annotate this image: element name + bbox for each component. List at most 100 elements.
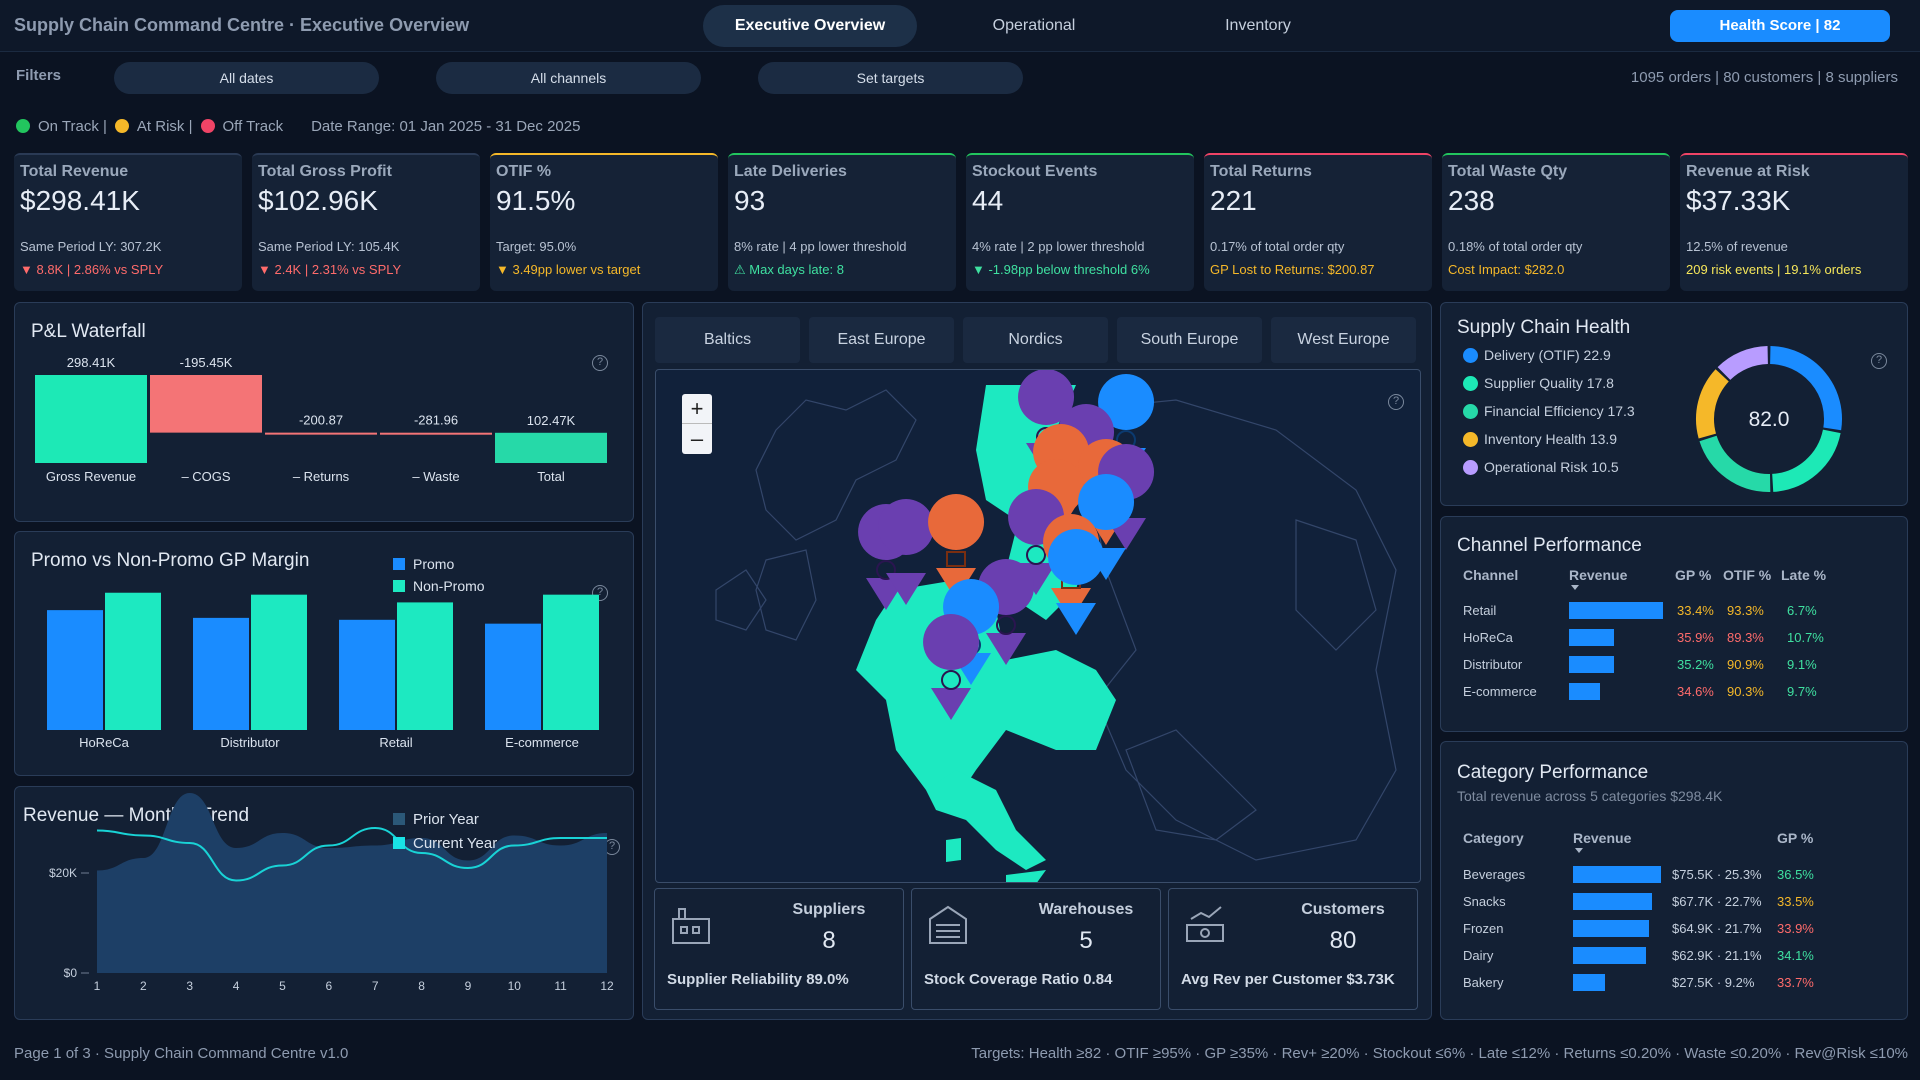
promo-bar[interactable] bbox=[485, 623, 541, 730]
category-performance-card: Category Performance Total revenue acros… bbox=[1440, 741, 1908, 1020]
col-header-cat-gp[interactable]: GP % bbox=[1777, 830, 1814, 846]
tab-inventory[interactable]: Inventory bbox=[1225, 17, 1291, 34]
promo-category-label: E-commerce bbox=[505, 735, 579, 750]
east-europe-outline bbox=[1075, 399, 1397, 861]
zoom-out-button[interactable]: – bbox=[690, 426, 704, 451]
channel-revenue-bar[interactable] bbox=[1569, 656, 1615, 673]
waterfall-value-label: -195.45K bbox=[180, 355, 233, 370]
warehouses-value: 5 bbox=[1079, 927, 1093, 954]
map-pins[interactable] bbox=[858, 370, 1155, 720]
col-header-revenue[interactable]: Revenue bbox=[1569, 567, 1628, 583]
col-header-late[interactable]: Late % bbox=[1781, 567, 1827, 583]
category-revenue-bar[interactable] bbox=[1573, 947, 1647, 964]
health-score-center: 82.0 bbox=[1749, 408, 1790, 431]
kpi-card[interactable]: Total Returns 221 0.17% of total order qty… bbox=[1204, 153, 1432, 291]
category-revenue-bar[interactable] bbox=[1573, 893, 1653, 910]
health-donut-segment[interactable] bbox=[1769, 346, 1842, 431]
promo-bar[interactable] bbox=[397, 602, 453, 730]
promo-bar[interactable] bbox=[339, 619, 395, 730]
set-targets-pill[interactable]: Set targets bbox=[758, 62, 1023, 94]
europe-map[interactable]: + – ? bbox=[655, 369, 1421, 883]
channel-revenue-bar[interactable] bbox=[1569, 602, 1663, 619]
health-legend-item[interactable]: Supplier Quality 17.8 bbox=[1463, 375, 1614, 391]
help-icon[interactable]: ? bbox=[592, 585, 608, 601]
trend-xtick-label: 11 bbox=[554, 979, 567, 993]
category-revenue-bar[interactable] bbox=[1573, 866, 1661, 883]
kpi-card[interactable]: OTIF % 91.5% Target: 95.0% ▼ 3.49pp lower v… bbox=[490, 153, 718, 291]
tab-operational[interactable]: Operational bbox=[992, 17, 1076, 34]
kpi-card[interactable]: Revenue at Risk $37.33K 12.5% of revenue 20… bbox=[1680, 153, 1908, 291]
kpi-value: 44 bbox=[972, 185, 1004, 216]
zoom-in-button[interactable]: + bbox=[682, 394, 712, 424]
region-tab-nordics[interactable]: Nordics bbox=[963, 317, 1108, 363]
ireland-outline bbox=[715, 569, 767, 631]
promo-bar[interactable] bbox=[193, 617, 249, 730]
waterfall-bar[interactable] bbox=[265, 432, 377, 435]
promo-bar[interactable] bbox=[251, 594, 307, 730]
kpi-title: Total Returns bbox=[1210, 163, 1312, 180]
help-icon[interactable]: ? bbox=[1871, 353, 1887, 369]
col-header-gp[interactable]: GP % bbox=[1675, 567, 1712, 583]
col-header-channel[interactable]: Channel bbox=[1463, 567, 1519, 583]
health-legend-item[interactable]: Operational Risk 10.5 bbox=[1463, 459, 1619, 475]
health-donut-segment[interactable] bbox=[1699, 435, 1771, 492]
waterfall-bar[interactable] bbox=[35, 375, 147, 463]
channel-revenue-bar[interactable] bbox=[1569, 683, 1601, 700]
sardinia-shape[interactable] bbox=[946, 838, 961, 862]
trend-xtick-label: 4 bbox=[233, 979, 240, 993]
tab-executive-overview[interactable]: Executive Overview bbox=[703, 5, 917, 47]
health-legend-item[interactable]: Delivery (OTIF) 22.9 bbox=[1463, 347, 1611, 363]
waterfall-bar[interactable] bbox=[495, 432, 607, 463]
category-revenue-label: $62.9K · 21.1% bbox=[1672, 948, 1762, 963]
promo-bar[interactable] bbox=[105, 592, 161, 730]
kpi-card[interactable]: Total Gross Profit $102.96K Same Period LY… bbox=[252, 153, 480, 291]
region-tab-east-europe[interactable]: East Europe bbox=[809, 317, 954, 363]
health-donut-segment[interactable] bbox=[1717, 346, 1769, 381]
kpi-value: 93 bbox=[734, 185, 766, 216]
uk-outline bbox=[755, 549, 817, 641]
health-donut-segment[interactable] bbox=[1771, 429, 1841, 492]
channel-revenue-bar[interactable] bbox=[1569, 629, 1615, 646]
waterfall-bar[interactable] bbox=[380, 432, 492, 435]
current-year-line[interactable] bbox=[96, 826, 607, 882]
help-icon[interactable]: ? bbox=[1388, 394, 1404, 410]
channel-gp: 35.2% bbox=[1677, 657, 1714, 672]
promo-bar[interactable] bbox=[47, 610, 103, 730]
health-donut-segment[interactable] bbox=[1696, 369, 1730, 439]
sicily-shape[interactable] bbox=[1006, 870, 1046, 883]
promo-legend-label: Non-Promo bbox=[413, 578, 485, 594]
help-icon[interactable]: ? bbox=[592, 355, 608, 371]
italy-shape[interactable] bbox=[926, 770, 1046, 870]
date-filter-pill[interactable]: All dates bbox=[114, 62, 379, 94]
col-header-cat-revenue[interactable]: Revenue bbox=[1573, 830, 1632, 846]
legend-swatch-icon bbox=[393, 837, 405, 849]
prior-year-area[interactable] bbox=[97, 793, 607, 973]
channel-filter-pill[interactable]: All channels bbox=[436, 62, 701, 94]
health-donut-chart: 82.0 bbox=[1696, 346, 1842, 492]
kpi-card[interactable]: Total Revenue $298.41K Same Period LY: 307… bbox=[14, 153, 242, 291]
health-score-button[interactable]: Health Score | 82 bbox=[1670, 10, 1890, 42]
health-legend-label: Operational Risk 10.5 bbox=[1484, 459, 1619, 475]
waterfall-bar[interactable] bbox=[150, 375, 262, 433]
promo-bar[interactable] bbox=[543, 594, 599, 730]
scandinavia-outline bbox=[755, 389, 917, 541]
central-west-europe-shape[interactable] bbox=[856, 580, 1116, 800]
kpi-card[interactable]: Late Deliveries 93 8% rate | 4 pp lower th… bbox=[728, 153, 956, 291]
region-tab-south-europe[interactable]: South Europe bbox=[1117, 317, 1262, 363]
region-tab-west-europe[interactable]: West Europe bbox=[1271, 317, 1416, 363]
category-revenue-bar[interactable] bbox=[1573, 974, 1605, 991]
col-header-category[interactable]: Category bbox=[1463, 830, 1524, 846]
kpi-card[interactable]: Total Waste Qty 238 0.18% of total order q… bbox=[1442, 153, 1670, 291]
region-tab-baltics[interactable]: Baltics bbox=[655, 317, 800, 363]
category-revenue-bar[interactable] bbox=[1573, 920, 1649, 937]
pl-waterfall-title: P&L Waterfall bbox=[31, 321, 146, 342]
kpi-subtext: Same Period LY: 105.4K bbox=[258, 239, 400, 254]
kpi-card[interactable]: Stockout Events 44 4% rate | 2 pp lower th… bbox=[966, 153, 1194, 291]
trend-xtick-label: 7 bbox=[372, 979, 379, 993]
health-legend-item[interactable]: Inventory Health 13.9 bbox=[1463, 431, 1617, 447]
category-revenue-label: $64.9K · 21.7% bbox=[1672, 921, 1762, 936]
filter-summary: 1095 orders | 80 customers | 8 suppliers bbox=[1630, 69, 1898, 86]
health-legend-item[interactable]: Financial Efficiency 17.3 bbox=[1463, 403, 1635, 419]
col-header-otif[interactable]: OTIF % bbox=[1723, 567, 1772, 583]
